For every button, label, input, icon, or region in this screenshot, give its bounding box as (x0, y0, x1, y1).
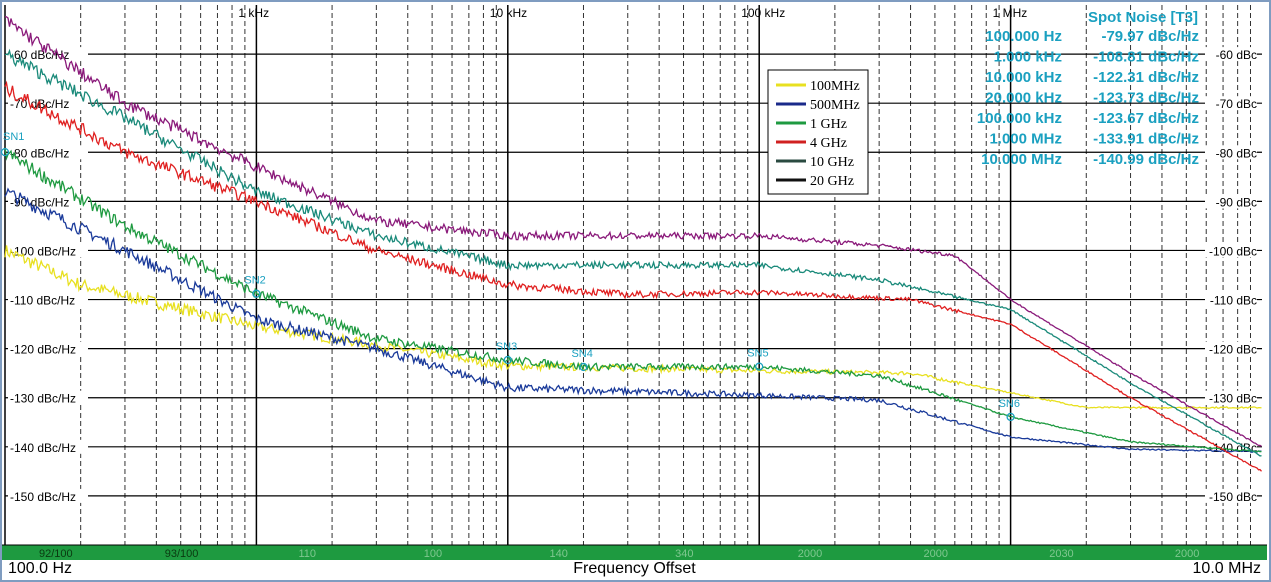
series-line-10ghz (4, 48, 1262, 457)
y-left-tick-label: -140 dBc/Hz (10, 441, 76, 455)
y-right-tick-label: -60 dBc (1216, 48, 1257, 62)
bottom-bar-label: 100 (424, 548, 442, 560)
x-end-label: 10.0 MHz (1192, 560, 1261, 577)
marker-label: SN6 (999, 398, 1020, 410)
spot-noise-freq: 10.000 kHz (985, 69, 1062, 86)
marker-sn6 (1006, 412, 1015, 422)
marker-sn2 (252, 289, 261, 298)
legend: 100MHz 500MHz 1 GHz 4 GHz 10 GHz 20 GHz (767, 69, 869, 195)
label-bg (8, 194, 88, 209)
label-bg (8, 145, 88, 160)
bottom-bar-label: 92/100 (39, 548, 73, 560)
marker-label: SN2 (244, 275, 265, 287)
bottom-bar-label: 110 (298, 548, 316, 560)
x-top-tick-label: 100 kHz (741, 6, 785, 20)
spot-noise-value: -123.73 dBc/Hz (1093, 90, 1199, 107)
y-left-tick-label: -80 dBc/Hz (10, 146, 69, 160)
spot-noise-value: -140.99 dBc/Hz (1093, 151, 1199, 168)
marker-sn1 (0, 147, 10, 157)
label-bg (8, 47, 88, 62)
spot-noise-value: -123.67 dBc/Hz (1093, 110, 1199, 127)
y-left-tick-label: -150 dBc/Hz (10, 490, 76, 504)
bottom-bar-label: 2030 (1049, 548, 1073, 560)
label-bg (8, 243, 88, 258)
legend-label: 500MHz (810, 98, 860, 113)
marker-label: SN5 (747, 348, 768, 360)
bottom-bar-label: 2000 (1175, 548, 1199, 560)
y-right-tick-label: -100 dBc (1209, 244, 1257, 258)
spot-noise-freq: 10.000 MHz (981, 151, 1062, 168)
spot-noise-value: -133.91 dBc/Hz (1093, 131, 1199, 148)
bottom-bar-label: 340 (675, 548, 693, 560)
x-start-label: 100.0 Hz (8, 560, 73, 577)
legend-label: 4 GHz (810, 136, 847, 151)
label-bg (1205, 292, 1257, 307)
y-left-tick-label: -120 dBc/Hz (10, 343, 76, 357)
bottom-bar-label: 2000 (924, 548, 948, 560)
marker-label: SN3 (496, 341, 517, 353)
spot-noise-freq: 1.000 kHz (994, 49, 1062, 66)
y-right-tick-label: -90 dBc (1216, 195, 1257, 209)
legend-label: 1 GHz (810, 117, 847, 132)
series-line-1ghz (4, 147, 1262, 453)
series-line-500mhz (4, 187, 1262, 453)
x-axis-footer: 100.0 Hz Frequency Offset 10.0 MHz (2, 560, 1267, 578)
y-left-tick-label: -60 dBc/Hz (10, 48, 69, 62)
y-right-tick-label: -110 dBc (1210, 294, 1257, 308)
marker-label: SN1 (3, 131, 24, 143)
bottom-status-bar (2, 545, 1267, 560)
series-line-100mhz (4, 245, 1262, 410)
y-right-tick-label: -80 dBc (1216, 146, 1257, 160)
label-bg (1205, 341, 1257, 356)
label-bg (1205, 390, 1257, 405)
spot-noise-freq: 1.000 MHz (989, 131, 1062, 148)
marker-sn5 (755, 362, 764, 371)
legend-label: 10 GHz (810, 155, 854, 170)
label-bg (1205, 96, 1257, 111)
spot-noise-value: -79.97 dBc/Hz (1101, 28, 1199, 45)
label-bg (1205, 47, 1257, 62)
y-right-tick-label: -130 dBc (1209, 392, 1257, 406)
label-bg (1205, 194, 1257, 209)
x-axis-title: Frequency Offset (573, 560, 696, 577)
label-bg (8, 390, 88, 405)
legend-box (767, 69, 869, 195)
y-left-tick-label: -100 dBc/Hz (10, 244, 76, 258)
spot-noise-freq: 100.000 Hz (985, 28, 1062, 45)
spot-noise-freq: 20.000 kHz (985, 90, 1062, 107)
bottom-bar-label: 140 (549, 548, 567, 560)
series-line-20ghz (4, 16, 1262, 447)
legend-label: 100MHz (810, 79, 860, 94)
series-line-4ghz (4, 80, 1262, 472)
label-bg (1205, 145, 1257, 160)
y-right-tick-label: -150 dBc (1209, 490, 1257, 504)
legend-label: 20 GHz (810, 174, 854, 189)
bottom-bar-label: 93/100 (165, 548, 199, 560)
label-bg (1205, 488, 1257, 503)
label-bg (8, 488, 88, 503)
y-right-tick-label: -120 dBc (1209, 343, 1257, 357)
spot-noise-value: -122.31 dBc/Hz (1093, 69, 1199, 86)
spot-noise-title: Spot Noise [T3] (1088, 9, 1198, 26)
spot-noise-freq: 100.000 kHz (977, 110, 1062, 127)
marker-label: SN4 (571, 348, 592, 360)
spot-noise-value: -108.81 dBc/Hz (1093, 49, 1199, 66)
marker-sn4 (579, 362, 588, 372)
bottom-bar-label: 2000 (798, 548, 822, 560)
marker-sn3 (503, 355, 512, 365)
y-left-tick-label: -110 dBc/Hz (10, 294, 75, 308)
label-bg (8, 292, 88, 307)
y-left-tick-label: -130 dBc/Hz (10, 392, 76, 406)
x-top-tick-label: 10 kHz (490, 6, 527, 20)
y-right-tick-label: -70 dBc (1216, 97, 1257, 111)
x-top-tick-label: 1 MHz (993, 6, 1028, 20)
x-top-tick-label: 1 kHz (238, 6, 269, 20)
label-bg (1205, 243, 1257, 258)
label-bg (8, 341, 88, 356)
label-bg (8, 439, 88, 454)
